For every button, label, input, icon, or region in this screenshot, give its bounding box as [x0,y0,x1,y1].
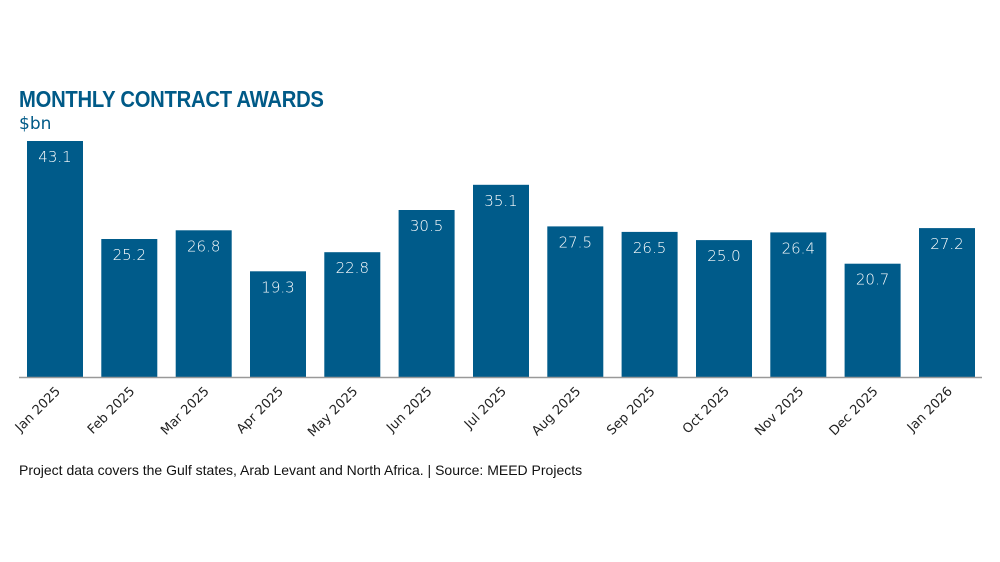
bar-feb-2025 [101,239,158,377]
x-tick-label: Sep 2025 [604,384,658,438]
bar-nov-2025 [770,232,827,377]
data-label: 35.1 [484,192,517,210]
data-label: 43.1 [38,148,71,166]
data-label: 19.3 [261,278,294,296]
bar-aug-2025 [547,226,604,377]
data-label: 30.5 [410,217,443,235]
x-tick-label: Jun 2025 [383,384,435,436]
x-tick-label: Jan 2026 [904,384,956,436]
unit-label: $bn [19,114,52,134]
bar-jul-2025 [473,184,529,377]
x-tick-label: Mar 2025 [158,384,212,438]
x-tick-label: Aug 2025 [529,384,584,439]
data-label: 25.2 [113,246,146,264]
footnote-source: Project data covers the Gulf states, Ara… [19,462,583,478]
data-label: 26.8 [187,237,220,255]
bar-apr-2025 [250,271,306,377]
bars-group: 43.1 25.2 26.8 19.3 22.8 30.5 35.1 27.5 26.5 25.0… [27,141,975,377]
data-label: 26.5 [633,239,666,257]
bar-oct-2025 [696,240,752,377]
data-label: 27.5 [559,233,592,251]
x-tick-labels-group: Jan 2025 Feb 2025 Mar 2025 Apr 2025 May 2025… [12,384,956,440]
chart-title: MONTHLY CONTRACT AWARDS [19,86,324,112]
data-label: 25.0 [707,247,740,265]
x-tick-label: Feb 2025 [85,384,138,437]
x-tick-label: Dec 2025 [827,384,882,439]
data-label: 27.2 [930,235,963,253]
data-label: 22.8 [336,259,369,277]
x-tick-label: Nov 2025 [752,384,807,439]
bar-dec-2025 [844,263,901,377]
x-tick-label: May 2025 [305,384,361,440]
bar-jan-2026 [919,228,975,377]
data-label: 26.4 [782,239,815,257]
x-tick-label: Jul 2025 [461,384,510,433]
x-tick-label: Jan 2025 [12,384,64,436]
x-tick-label: Oct 2025 [680,384,733,437]
x-tick-label: Apr 2025 [234,384,287,437]
bar-chart: 43.1 25.2 26.8 19.3 22.8 30.5 35.1 27.5 26.5 25.0… [12,141,982,440]
bar-mar-2025 [175,230,232,377]
bar-jun-2025 [398,210,455,377]
bar-may-2025 [324,252,381,377]
bar-sep-2025 [621,231,678,377]
data-label: 20.7 [856,271,889,289]
bar-jan-2025 [27,141,83,377]
